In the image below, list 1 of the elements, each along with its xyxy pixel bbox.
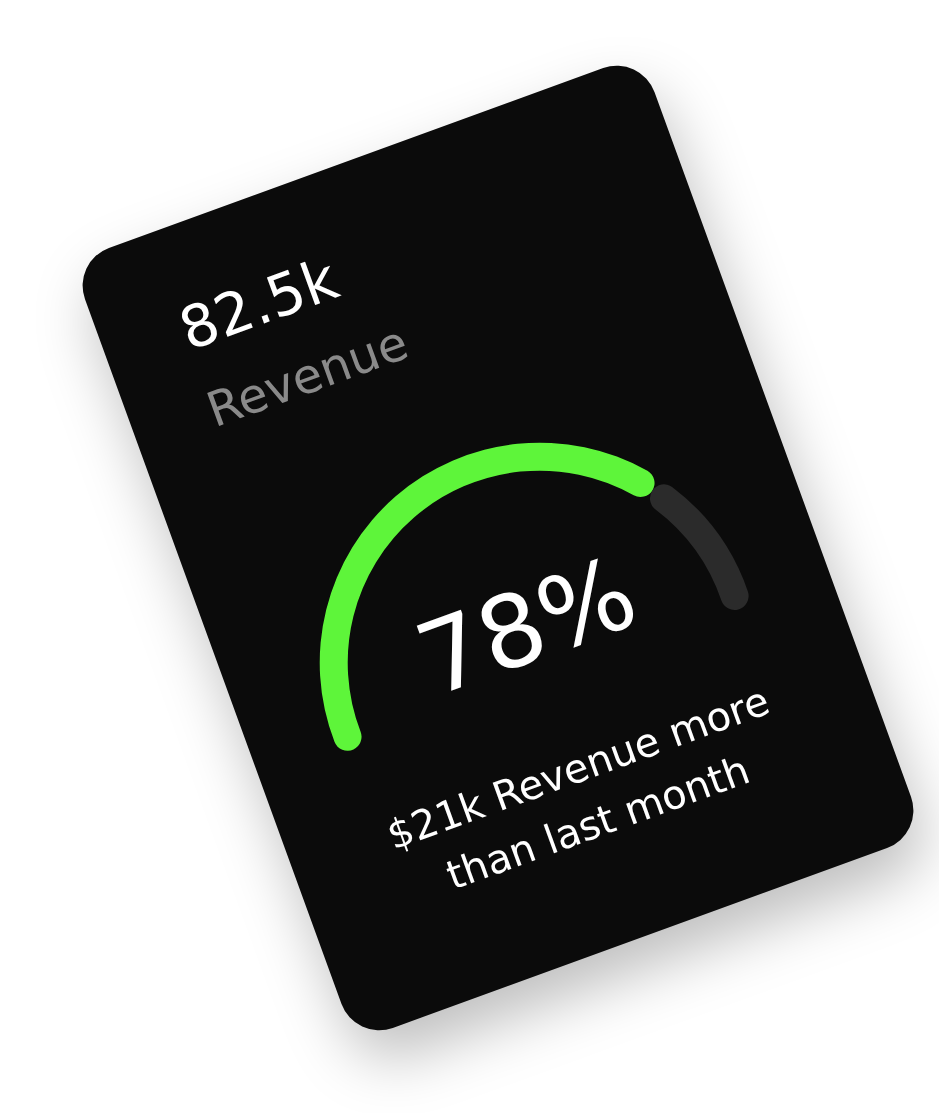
data-label: 78% [402, 533, 651, 720]
